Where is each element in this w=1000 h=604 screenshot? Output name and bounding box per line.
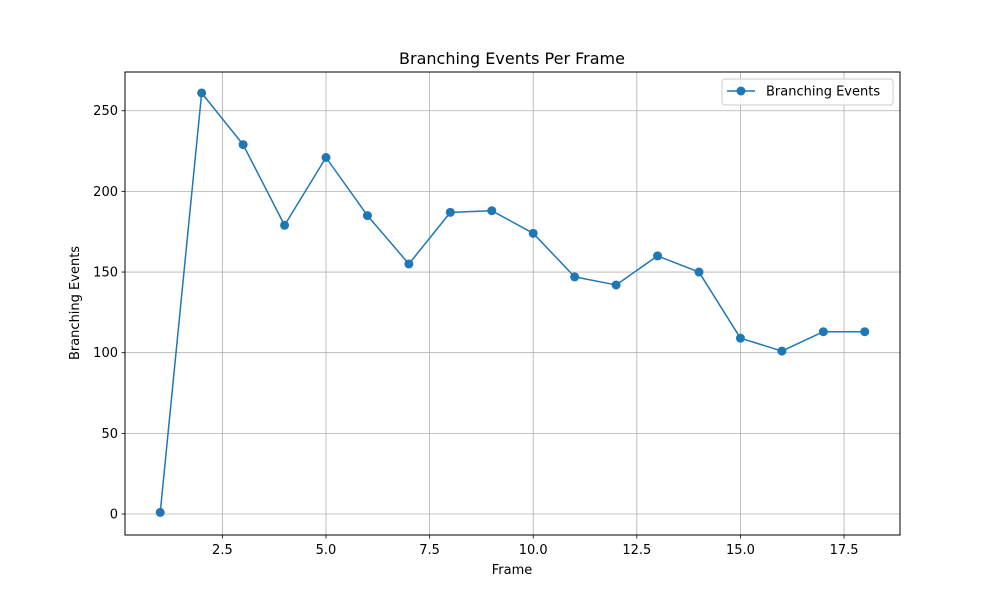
series-layer: [155, 88, 870, 517]
data-point: [155, 507, 165, 517]
legend: Branching Events: [721, 78, 894, 106]
data-point: [280, 220, 290, 230]
data-point: [611, 280, 621, 290]
x-tick-label: 17.5: [830, 543, 859, 558]
plot-area-frame: [124, 71, 901, 536]
x-tick-label: 5.0: [316, 543, 337, 558]
y-axis-label: Branching Events: [68, 246, 83, 360]
series-line: [159, 92, 865, 513]
data-point: [694, 267, 704, 277]
axis-ticks: 2.5 5.0 7.5 10.0 12.5 15.0 17.5 0 50 100 150 200 250: [93, 104, 858, 558]
data-point: [860, 327, 870, 337]
grid-lines: [125, 72, 900, 535]
data-point: [197, 88, 207, 98]
data-point: [321, 153, 331, 163]
data-point: [238, 140, 248, 150]
x-tick-label: 7.5: [419, 543, 440, 558]
data-point: [735, 333, 745, 343]
legend-marker: [736, 86, 746, 96]
x-tick-label: 10.0: [519, 543, 548, 558]
y-tick-label: 0: [110, 508, 118, 523]
legend-box: [721, 78, 894, 106]
y-tick-label: 50: [101, 427, 118, 442]
data-point: [487, 206, 497, 216]
y-tick-label: 150: [93, 266, 118, 281]
data-point: [777, 346, 787, 356]
x-tick-label: 2.5: [212, 543, 233, 558]
chart-title: Branching Events Per Frame: [399, 49, 625, 68]
data-point: [818, 327, 828, 337]
data-point: [445, 207, 455, 217]
y-tick-label: 100: [93, 346, 118, 361]
y-tick-label: 250: [93, 104, 118, 119]
x-tick-label: 12.5: [622, 543, 651, 558]
data-point: [653, 251, 663, 261]
y-tick-label: 200: [93, 185, 118, 200]
data-point: [362, 211, 372, 221]
data-point: [528, 228, 538, 238]
legend-label: Branching Events: [766, 85, 880, 100]
x-axis-label: Frame: [492, 563, 533, 578]
data-point: [570, 272, 580, 282]
x-tick-label: 15.0: [726, 543, 755, 558]
data-point: [404, 259, 414, 269]
